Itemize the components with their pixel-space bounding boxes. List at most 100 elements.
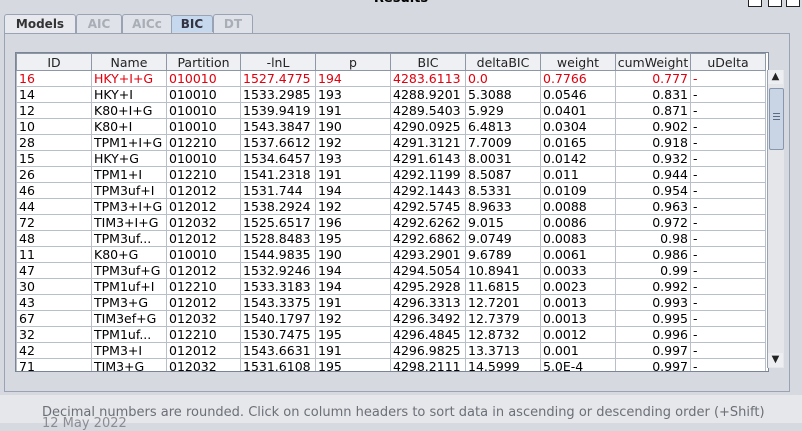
table-cell: 4292.6262	[390, 214, 466, 231]
table-row[interactable]: 67 TIM3ef+G 012032 1540.1797 192 4296.3492 12.…	[16, 310, 766, 327]
table-row[interactable]: 15 HKY+G 010010 1534.6457 193 4291.6143 8.0031…	[16, 150, 766, 167]
table-row[interactable]: 72 TIM3+I+G 012032 1525.6517 196 4292.6262 9.0…	[16, 214, 766, 231]
table-cell: K80+I	[91, 118, 167, 135]
tab-aicc[interactable]: AICc	[122, 14, 172, 33]
table-cell: 191	[315, 342, 391, 359]
table-row[interactable]: 14 HKY+I 010010 1533.2985 193 4288.9201 5.3088…	[16, 86, 766, 103]
table-row[interactable]: 42 TPM3+I 012012 1543.6631 191 4296.9825 13.37…	[16, 342, 766, 359]
table-row[interactable]: 26 TPM1+I 012210 1541.2318 191 4292.1199 8.508…	[16, 166, 766, 183]
tab-aic[interactable]: AIC	[76, 14, 122, 33]
table-cell: 191	[315, 294, 391, 311]
maximize-button[interactable]	[768, 0, 782, 7]
table-cell: 0.831	[615, 86, 691, 103]
column-header-name[interactable]: Name	[91, 53, 167, 71]
table-cell: 012012	[166, 230, 241, 247]
table-cell: -	[690, 310, 766, 327]
minimize-button[interactable]	[748, 0, 762, 7]
column-header-cumweight[interactable]: cumWeight	[615, 53, 691, 71]
table-cell: 191	[315, 102, 391, 119]
table-cell: 0.997	[615, 342, 691, 359]
table-cell: -	[690, 262, 766, 279]
table-cell: 1528.8483	[240, 230, 316, 247]
tab-bic[interactable]: BIC	[171, 15, 213, 32]
table-row[interactable]: 48 TPM3uf... 012012 1528.8483 195 4292.6862 9.…	[16, 230, 766, 247]
table-row[interactable]: 47 TPM3uf+G 012012 1532.9246 194 4294.5054 10.…	[16, 262, 766, 279]
table-cell: HKY+I	[91, 86, 167, 103]
table-cell: 1527.4775	[240, 70, 316, 87]
table-cell: 0.0109	[540, 182, 616, 199]
table-cell: 0.0061	[540, 246, 616, 263]
table-cell: 0.001	[540, 342, 616, 359]
table-cell: 0.871	[615, 102, 691, 119]
table-cell: 42	[16, 342, 92, 359]
table-cell: 194	[315, 278, 391, 295]
tab-models[interactable]: Models	[4, 14, 76, 33]
table-cell: 0.777	[615, 70, 691, 87]
table-row[interactable]: 10 K80+I 010010 1543.3847 190 4290.0925 6.4813…	[16, 118, 766, 135]
table-cell: TIM3ef+G	[91, 310, 167, 327]
column-header-udelta[interactable]: uDelta	[690, 53, 766, 71]
table-cell: 193	[315, 86, 391, 103]
table-cell: 5.0E-4	[540, 358, 616, 371]
table-cell: 010010	[166, 70, 241, 87]
table-cell: -	[690, 214, 766, 231]
table-cell: 0.992	[615, 278, 691, 295]
table-cell: HKY+I+G	[91, 70, 167, 87]
table-row[interactable]: 44 TPM3+I+G 012012 1538.2924 192 4292.5745 8.9…	[16, 198, 766, 215]
table-cell: TPM1uf+I	[91, 278, 167, 295]
table-cell: 012012	[166, 294, 241, 311]
table-cell: 46	[16, 182, 92, 199]
table-cell: 72	[16, 214, 92, 231]
column-header-p[interactable]: p	[315, 53, 391, 71]
table-cell: 12.7379	[465, 310, 541, 327]
table-cell: 1543.6631	[240, 342, 316, 359]
table-cell: 1533.3183	[240, 278, 316, 295]
table-row[interactable]: 11 K80+G 010010 1544.9835 190 4293.2901 9.6789…	[16, 246, 766, 263]
table-cell: TPM3uf+I	[91, 182, 167, 199]
table-row[interactable]: 12 K80+I+G 010010 1539.9419 191 4289.5403 5.92…	[16, 102, 766, 119]
scroll-up-icon[interactable]: ▲	[768, 70, 783, 84]
column-header-partition[interactable]: Partition	[166, 53, 241, 71]
table-cell: 012012	[166, 182, 241, 199]
table-cell: -	[690, 294, 766, 311]
table-cell: HKY+G	[91, 150, 167, 167]
column-header-weight[interactable]: weight	[540, 53, 616, 71]
scroll-thumb[interactable]	[769, 88, 784, 150]
scroll-down-icon[interactable]: ▼	[768, 353, 783, 367]
table-cell: 1540.1797	[240, 310, 316, 327]
table-cell: 12.7201	[465, 294, 541, 311]
table-cell: 32	[16, 326, 92, 343]
table-cell: 0.0142	[540, 150, 616, 167]
table-cell: TPM3uf+G	[91, 262, 167, 279]
table-row[interactable]: 46 TPM3uf+I 012012 1531.744 194 4292.1443 8.53…	[16, 182, 766, 199]
column-header-lnl[interactable]: -lnL	[240, 53, 316, 71]
tab-dt[interactable]: DT	[213, 14, 253, 33]
table-row[interactable]: 43 TPM3+G 012012 1543.3375 191 4296.3313 12.72…	[16, 294, 766, 311]
table-row[interactable]: 32 TPM1uf... 012210 1530.7475 195 4296.4845 12…	[16, 326, 766, 343]
table-row[interactable]: 28 TPM1+I+G 012210 1537.6612 192 4291.3121 7.7…	[16, 134, 766, 151]
column-header-bic[interactable]: BIC	[390, 53, 466, 71]
table-cell: 0.0546	[540, 86, 616, 103]
table-cell: 12	[16, 102, 92, 119]
column-header-id[interactable]: ID	[16, 53, 92, 71]
table-cell: 0.972	[615, 214, 691, 231]
table-cell: 4289.5403	[390, 102, 466, 119]
table-body: 16 HKY+I+G 010010 1527.4775 194 4283.6113 0.0 0…	[16, 70, 766, 371]
column-header-deltabic[interactable]: deltaBIC	[465, 53, 541, 71]
close-button[interactable]	[786, 0, 800, 7]
table-row[interactable]: 71 TIM3+G 012032 1531.6108 195 4298.2111 14.59…	[16, 358, 766, 371]
results-table: ID Name Partition -lnL p BIC deltaBIC weight cum…	[16, 53, 766, 371]
table-row[interactable]: 30 TPM1uf+I 012210 1533.3183 194 4295.2928 11.…	[16, 278, 766, 295]
table-cell: 9.015	[465, 214, 541, 231]
table-cell: 4296.3313	[390, 294, 466, 311]
vertical-scrollbar[interactable]: ▲ ▼	[767, 70, 784, 368]
table-cell: 0.0088	[540, 198, 616, 215]
table-cell: 7.7009	[465, 134, 541, 151]
table-cell: -	[690, 70, 766, 87]
table-cell: 0.011	[540, 166, 616, 183]
table-cell: 012012	[166, 262, 241, 279]
table-row[interactable]: 16 HKY+I+G 010010 1527.4775 194 4283.6113 0.0 0…	[16, 70, 766, 87]
table-cell: 1543.3847	[240, 118, 316, 135]
table-cell: 0.0013	[540, 294, 616, 311]
table-cell: 194	[315, 262, 391, 279]
